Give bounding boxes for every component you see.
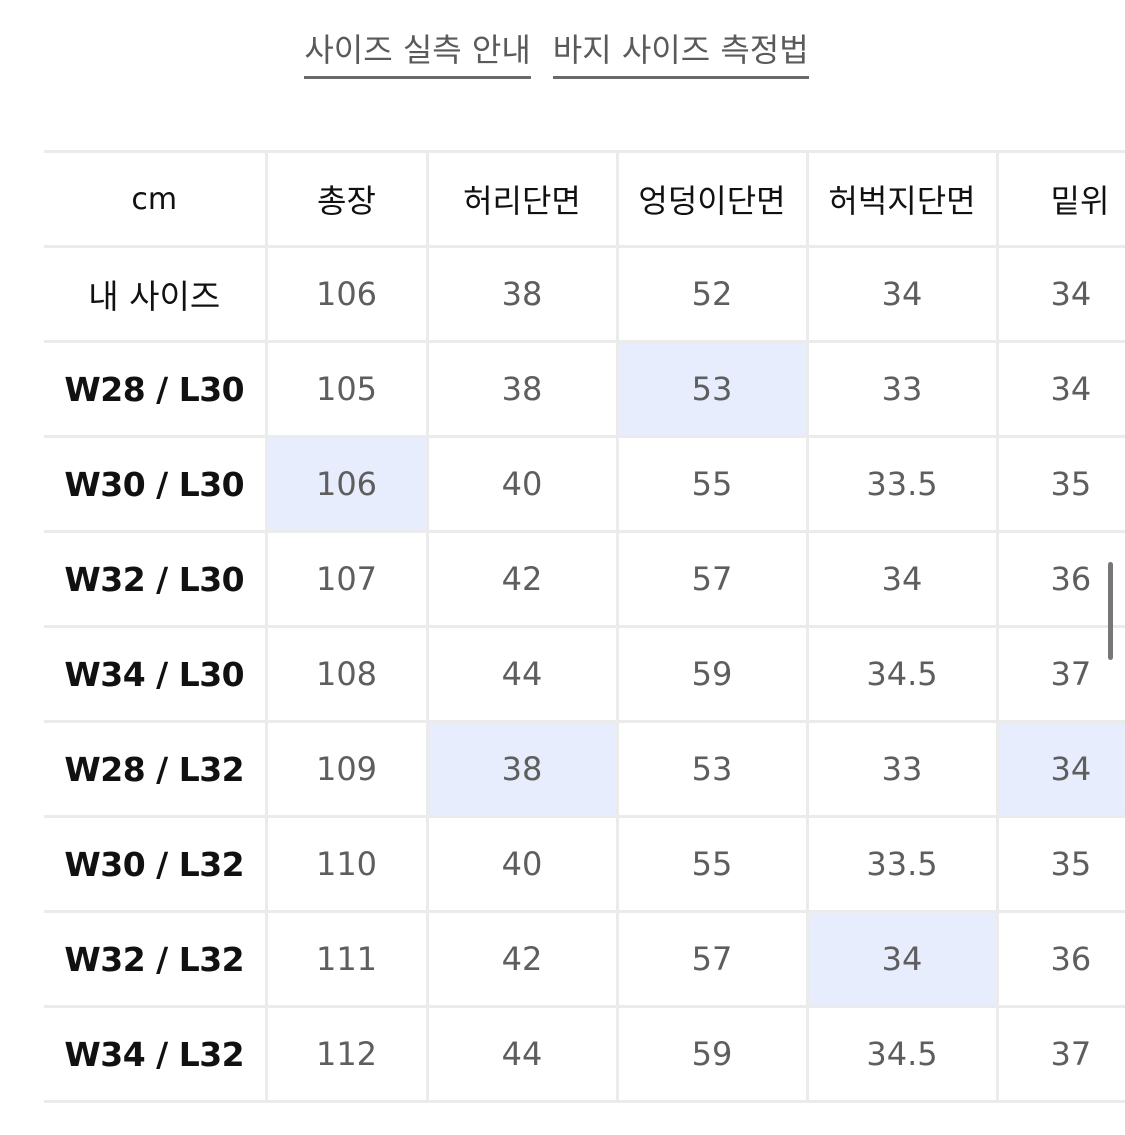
row-label: W28 / L32 bbox=[44, 720, 268, 818]
cell-total-length: 110 bbox=[264, 815, 429, 913]
table-row: W34 / L30 108 44 59 34.5 37 bbox=[44, 625, 1125, 723]
cell-total-length: 105 bbox=[264, 340, 429, 438]
column-header-hip: 엉덩이단면 bbox=[615, 150, 809, 248]
cell-rise: 35 bbox=[995, 815, 1125, 913]
cell-thigh: 33.5 bbox=[805, 815, 999, 913]
cell-thigh: 34 bbox=[805, 245, 999, 343]
cell-total-length: 107 bbox=[264, 530, 429, 628]
cell-hip: 59 bbox=[615, 1005, 809, 1103]
cell-total-length: 112 bbox=[264, 1005, 429, 1103]
cell-hip: 53 bbox=[615, 720, 809, 818]
row-label: W30 / L32 bbox=[44, 815, 268, 913]
size-table: cm 총장 허리단면 엉덩이단면 허벅지단면 밑위 내 사이즈 106 38 5… bbox=[44, 150, 1125, 1103]
cell-thigh: 33.5 bbox=[805, 435, 999, 533]
cell-waist: 42 bbox=[425, 530, 619, 628]
size-guide-links: 사이즈 실측 안내 바지 사이즈 측정법 bbox=[0, 30, 1125, 86]
table-body: 내 사이즈 106 38 52 34 34 W28 / L30 105 38 5… bbox=[44, 245, 1125, 1103]
cell-waist: 38 bbox=[425, 245, 619, 343]
cell-waist: 44 bbox=[425, 625, 619, 723]
column-header-total-length: 총장 bbox=[264, 150, 429, 248]
cell-thigh: 33 bbox=[805, 340, 999, 438]
cell-total-length: 111 bbox=[264, 910, 429, 1008]
pants-measurement-method-link[interactable]: 바지 사이즈 측정법 bbox=[552, 30, 809, 79]
size-table-container[interactable]: cm 총장 허리단면 엉덩이단면 허벅지단면 밑위 내 사이즈 106 38 5… bbox=[44, 150, 1125, 1103]
row-label: 내 사이즈 bbox=[44, 245, 268, 343]
cell-rise: 36 bbox=[995, 910, 1125, 1008]
column-header-rise: 밑위 bbox=[995, 150, 1125, 248]
size-measurement-guide-link[interactable]: 사이즈 실측 안내 bbox=[304, 30, 531, 79]
cell-waist: 40 bbox=[425, 815, 619, 913]
cell-thigh: 34.5 bbox=[805, 1005, 999, 1103]
cell-thigh: 34 bbox=[805, 910, 999, 1008]
table-row: W28 / L30 105 38 53 33 34 bbox=[44, 340, 1125, 438]
row-label: W32 / L30 bbox=[44, 530, 268, 628]
cell-hip: 53 bbox=[615, 340, 809, 438]
cell-waist: 42 bbox=[425, 910, 619, 1008]
cell-hip: 55 bbox=[615, 435, 809, 533]
cell-total-length: 109 bbox=[264, 720, 429, 818]
cell-rise: 35 bbox=[995, 435, 1125, 533]
row-label: W34 / L32 bbox=[44, 1005, 268, 1103]
cell-thigh: 34 bbox=[805, 530, 999, 628]
table-row: W32 / L30 107 42 57 34 36 bbox=[44, 530, 1125, 628]
cell-rise: 36 bbox=[995, 530, 1125, 628]
row-label: W30 / L30 bbox=[44, 435, 268, 533]
table-row: W28 / L32 109 38 53 33 34 bbox=[44, 720, 1125, 818]
cell-hip: 55 bbox=[615, 815, 809, 913]
cell-waist: 38 bbox=[425, 340, 619, 438]
table-row: W30 / L32 110 40 55 33.5 35 bbox=[44, 815, 1125, 913]
row-label: W28 / L30 bbox=[44, 340, 268, 438]
cell-rise: 34 bbox=[995, 245, 1125, 343]
table-row-my-size: 내 사이즈 106 38 52 34 34 bbox=[44, 245, 1125, 343]
row-label: W32 / L32 bbox=[44, 910, 268, 1008]
cell-rise: 34 bbox=[995, 720, 1125, 818]
column-header-unit: cm bbox=[44, 150, 268, 248]
cell-thigh: 34.5 bbox=[805, 625, 999, 723]
cell-waist: 38 bbox=[425, 720, 619, 818]
row-label: W34 / L30 bbox=[44, 625, 268, 723]
table-row: W32 / L32 111 42 57 34 36 bbox=[44, 910, 1125, 1008]
column-header-waist: 허리단면 bbox=[425, 150, 619, 248]
cell-rise: 34 bbox=[995, 340, 1125, 438]
cell-hip: 52 bbox=[615, 245, 809, 343]
cell-thigh: 33 bbox=[805, 720, 999, 818]
cell-total-length: 106 bbox=[264, 435, 429, 533]
cell-waist: 44 bbox=[425, 1005, 619, 1103]
vertical-scrollbar[interactable] bbox=[1108, 562, 1113, 660]
cell-total-length: 106 bbox=[264, 245, 429, 343]
cell-waist: 40 bbox=[425, 435, 619, 533]
cell-rise: 37 bbox=[995, 1005, 1125, 1103]
cell-hip: 57 bbox=[615, 530, 809, 628]
cell-total-length: 108 bbox=[264, 625, 429, 723]
cell-hip: 59 bbox=[615, 625, 809, 723]
cell-rise: 37 bbox=[995, 625, 1125, 723]
table-header-row: cm 총장 허리단면 엉덩이단면 허벅지단면 밑위 bbox=[44, 150, 1125, 248]
cell-hip: 57 bbox=[615, 910, 809, 1008]
table-row: W30 / L30 106 40 55 33.5 35 bbox=[44, 435, 1125, 533]
column-header-thigh: 허벅지단면 bbox=[805, 150, 999, 248]
table-row: W34 / L32 112 44 59 34.5 37 bbox=[44, 1005, 1125, 1103]
